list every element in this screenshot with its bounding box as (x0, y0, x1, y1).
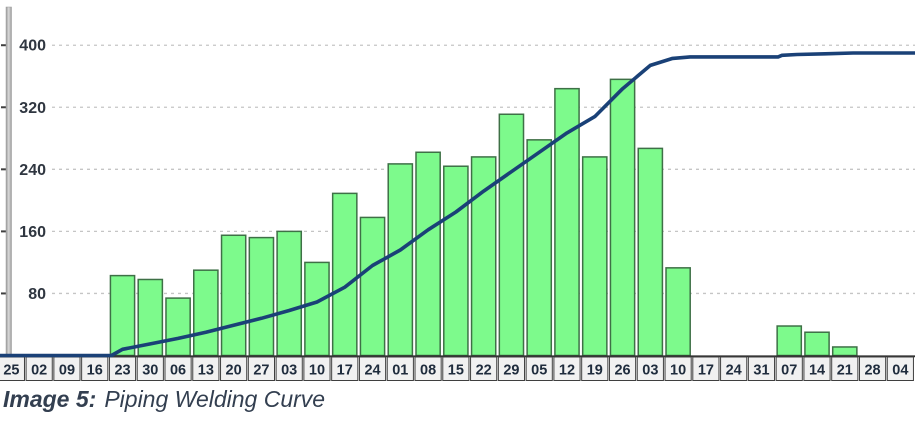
x-label-box (581, 356, 609, 381)
x-axis-label: 22 (476, 363, 492, 379)
x-label-box (858, 356, 887, 381)
bar-week-10 (665, 267, 691, 357)
x-axis-label: 17 (337, 363, 353, 379)
x-axis-label: 15 (448, 363, 464, 379)
x-axis-label: 30 (142, 363, 158, 379)
bar-week-19 (581, 156, 608, 357)
bar-week-20 (220, 234, 247, 357)
bar-week-26 (609, 78, 636, 357)
bar-week-06 (165, 297, 191, 357)
x-label-box (303, 356, 331, 381)
y-axis-tick-label: 320 (19, 100, 46, 117)
x-axis-label: 19 (587, 363, 603, 379)
welding-curve-chart: 400 320 240 160 80 25 02 09 16 23 30 06 13 20 27 03 10 17… (0, 6, 915, 381)
bar-week-13 (193, 269, 219, 357)
x-label-box (692, 356, 720, 381)
x-axis-label: 20 (226, 363, 242, 379)
x-label-box (470, 356, 498, 381)
x-label-box (720, 356, 748, 381)
x-axis-label: 14 (809, 363, 825, 379)
bar-week-14 (804, 331, 830, 357)
bar-week-24 (359, 216, 386, 357)
bar-week-07 (776, 325, 803, 357)
x-label-box (220, 356, 248, 381)
x-label-box (497, 356, 526, 381)
bar-week-23 (109, 274, 136, 357)
figure-caption-title: Piping Welding Curve (104, 386, 326, 412)
x-label-box (108, 356, 137, 381)
axis-wall (5, 6, 12, 356)
x-label-box (664, 356, 692, 381)
x-label-box (442, 356, 470, 381)
x-axis-label: 24 (364, 363, 380, 379)
bar-week-15 (443, 165, 469, 357)
x-axis-label: 03 (642, 363, 658, 379)
x-label-box (553, 356, 581, 381)
x-label-box (192, 356, 220, 381)
x-label-box (358, 356, 387, 381)
y-axis-tick-label: 240 (19, 162, 46, 179)
x-axis-label: 24 (726, 363, 742, 379)
x-axis-label: 28 (864, 363, 880, 379)
x-axis-label: 27 (253, 363, 269, 379)
bar-week-10 (304, 261, 330, 357)
x-axis-label: 26 (614, 363, 630, 379)
x-axis-label: 17 (698, 363, 714, 379)
bar-week-17 (331, 192, 358, 357)
figure-caption-label: Image 5: (3, 386, 97, 412)
x-axis-label: 03 (281, 363, 297, 379)
bar-week-05 (526, 139, 553, 357)
x-axis-label: 10 (309, 363, 325, 379)
x-axis-label: 31 (753, 363, 769, 379)
y-axis-tick-label: 160 (19, 224, 46, 241)
bar-week-21 (831, 346, 858, 357)
bar-week-29 (498, 113, 525, 357)
x-axis-label: 12 (559, 363, 575, 379)
x-label-box (331, 356, 359, 381)
y-axis-tick-label: 80 (28, 286, 46, 303)
x-axis-label: 23 (114, 363, 130, 379)
x-label-box (886, 356, 914, 381)
bar-week-01 (387, 163, 414, 357)
x-axis-label: 06 (170, 363, 186, 379)
x-axis-label: 02 (31, 363, 47, 379)
x-axis-label: 05 (531, 363, 547, 379)
x-axis-label: 25 (3, 363, 19, 379)
x-axis-label: 10 (670, 363, 686, 379)
x-axis-label: 04 (892, 363, 908, 379)
x-axis-label: 07 (781, 363, 797, 379)
x-label-box (275, 356, 303, 381)
x-label-box (136, 356, 164, 381)
x-axis-label: 09 (59, 363, 75, 379)
x-label-box (803, 356, 831, 381)
x-axis-label: 13 (198, 363, 214, 379)
x-axis-label: 29 (503, 363, 519, 379)
x-label-box (608, 356, 637, 381)
x-label-box (636, 356, 664, 381)
figure-caption: Image 5: Piping Welding Curve (3, 384, 325, 414)
x-label-box (831, 356, 859, 381)
x-axis-label: 01 (392, 363, 408, 379)
x-label-box (164, 356, 192, 381)
bar-week-27 (248, 236, 275, 357)
cumulative-line (0, 51, 915, 358)
bar-week-03 (637, 147, 664, 357)
y-axis-tick-label: 400 (19, 38, 46, 55)
bar-week-03 (276, 230, 303, 357)
x-axis-label: 21 (837, 363, 853, 379)
x-label-box (414, 356, 442, 381)
x-label-box (386, 356, 414, 381)
x-label-box (247, 356, 276, 381)
bar-week-08 (415, 151, 441, 357)
x-label-box (525, 356, 553, 381)
x-label-box (747, 356, 776, 381)
x-axis-label: 08 (420, 363, 436, 379)
x-label-box (775, 356, 803, 381)
x-axis-label: 16 (87, 363, 103, 379)
